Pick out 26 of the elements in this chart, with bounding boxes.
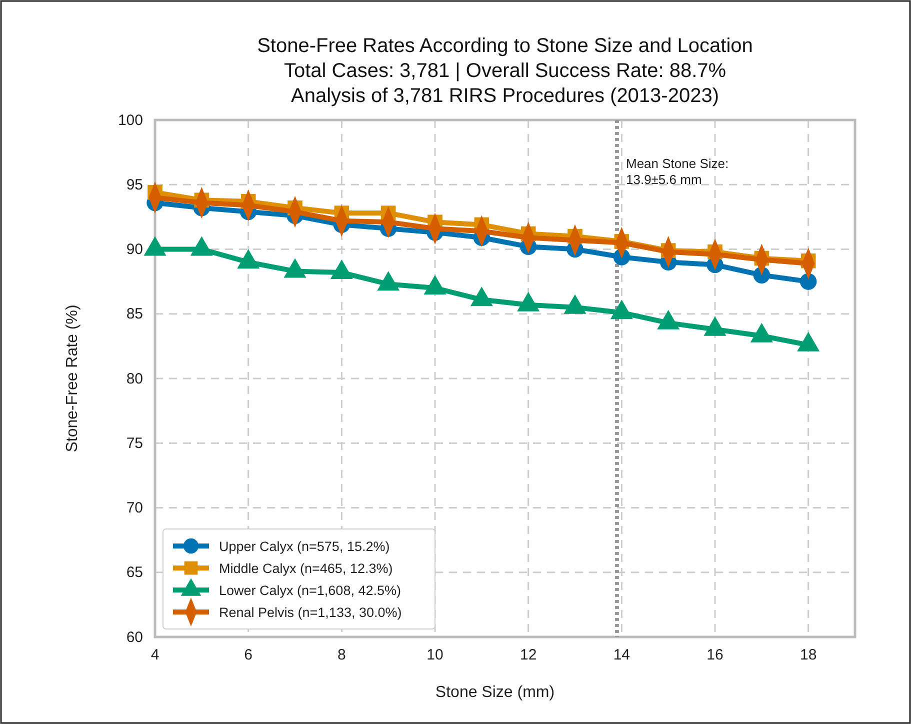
y-tick-label: 100: [118, 112, 143, 129]
y-tick-label: 80: [126, 370, 143, 388]
y-tick-label: 75: [126, 434, 143, 452]
ref-line-label: Mean Stone Size: 13.9±5.6 mm: [626, 156, 729, 187]
x-tick-label: 8: [337, 646, 346, 664]
x-tick-label: 18: [800, 646, 817, 664]
y-tick-label: 95: [126, 176, 143, 194]
legend-label: Renal Pelvis (n=1,133, 30.0%): [219, 605, 402, 620]
y-tick-label: 60: [126, 628, 143, 646]
x-tick-label: 12: [520, 646, 537, 664]
legend-label: Middle Calyx (n=465, 12.3%): [219, 561, 393, 576]
x-tick-label: 16: [706, 646, 724, 664]
x-tick-label: 10: [426, 646, 444, 664]
y-axis-title: Stone-Free Rate (%): [64, 304, 81, 452]
x-tick-label: 4: [150, 646, 160, 664]
y-tick-label: 85: [126, 306, 143, 323]
x-axis-title: Stone Size (mm): [435, 684, 555, 701]
legend-label: Lower Calyx (n=1,608, 42.5%): [219, 583, 401, 598]
x-tick-label: 14: [613, 646, 630, 664]
y-tick-label: 70: [126, 500, 143, 517]
chart-subtitle: Total Cases: 3,781 | Overall Success Rate: 88.7% Analysis of 3,781 RIRS Procedures (2013-2023): [284, 60, 726, 107]
y-tick-label: 90: [126, 241, 143, 258]
chart-title: Stone-Free Rates According to Stone Size and Location: [257, 35, 753, 57]
legend-label: Upper Calyx (n=575, 15.2%): [219, 539, 390, 554]
x-tick-label: 6: [244, 646, 253, 664]
y-tick-label: 65: [126, 564, 143, 582]
